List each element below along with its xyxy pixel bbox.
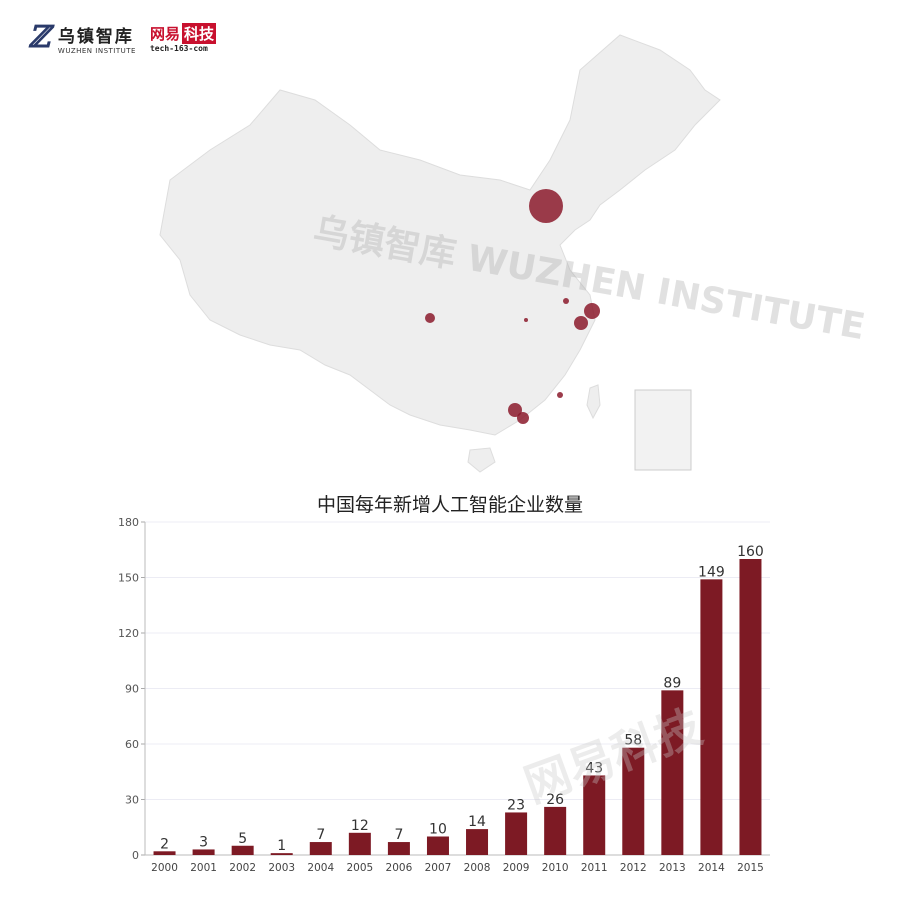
data-label: 10	[429, 822, 447, 838]
city-bubble	[574, 316, 588, 330]
city-bubble	[425, 313, 435, 323]
bar	[270, 853, 293, 855]
bar	[544, 806, 567, 855]
netease-logo-cn: 网易	[149, 25, 180, 43]
city-bubble	[584, 303, 600, 319]
x-tick-label: 2005	[346, 862, 373, 874]
south-china-sea-inset	[634, 389, 692, 471]
logo: ℤ 乌镇智库 WUZHEN INSTITUTE 网易 科技 tech-163-co…	[28, 20, 216, 56]
bar	[153, 851, 176, 855]
data-label: 5	[238, 831, 247, 847]
city-bubble	[563, 298, 569, 304]
city-bubble	[524, 318, 528, 322]
data-label: 23	[507, 797, 525, 813]
x-tick-label: 2014	[698, 862, 725, 874]
data-label: 58	[624, 733, 642, 749]
bar	[387, 842, 410, 855]
china-map	[159, 34, 721, 473]
bar	[739, 559, 762, 855]
bar	[192, 849, 215, 855]
hainan-island	[467, 447, 496, 473]
x-tick-label: 2012	[620, 862, 647, 874]
city-bubble	[529, 189, 563, 223]
data-label: 160	[737, 544, 764, 560]
city-bubble	[557, 392, 563, 398]
bar	[622, 747, 645, 855]
data-label: 2	[160, 836, 169, 852]
netease-logo-tech: 科技	[181, 23, 216, 44]
x-tick-label: 2009	[503, 862, 530, 874]
data-label: 43	[585, 760, 603, 776]
y-tick-label: 180	[118, 516, 139, 529]
x-tick-label: 2006	[386, 862, 413, 874]
x-tick-label: 2000	[151, 862, 178, 874]
data-label: 1	[277, 838, 286, 854]
x-tick-label: 2010	[542, 862, 569, 874]
data-label: 7	[394, 827, 403, 843]
city-bubbles	[425, 189, 600, 424]
city-bubble	[517, 412, 529, 424]
wuzhen-logo-mark: ℤ	[28, 20, 50, 55]
data-label: 14	[468, 814, 486, 830]
y-tick-label: 0	[132, 849, 139, 862]
bar	[505, 812, 528, 855]
data-label: 89	[663, 675, 681, 691]
x-tick-label: 2004	[307, 862, 334, 874]
taiwan-island	[586, 384, 601, 420]
x-tick-label: 2001	[190, 862, 217, 874]
x-tick-label: 2015	[737, 862, 764, 874]
bar	[231, 845, 254, 855]
bar	[661, 690, 684, 855]
bar	[426, 836, 449, 855]
data-label: 3	[199, 834, 208, 850]
x-tick-label: 2011	[581, 862, 608, 874]
bar	[583, 775, 606, 855]
x-tick-label: 2013	[659, 862, 686, 874]
x-tick-label: 2008	[464, 862, 491, 874]
chart-title: 中国每年新增人工智能企业数量	[316, 494, 583, 516]
city-bubble	[508, 403, 522, 417]
wuzhen-logo-en: WUZHEN INSTITUTE	[57, 46, 136, 55]
bar	[466, 829, 489, 855]
y-tick-label: 60	[125, 738, 139, 751]
bar	[348, 832, 371, 855]
data-label: 7	[316, 827, 325, 843]
bar	[700, 579, 723, 855]
wuzhen-logo-cn: 乌镇智库	[57, 26, 134, 47]
y-tick-label: 30	[125, 794, 139, 807]
netease-logo-url: tech-163-com	[149, 44, 208, 53]
x-tick-label: 2003	[268, 862, 295, 874]
data-label: 12	[351, 818, 369, 834]
bar	[309, 842, 332, 855]
data-label: 149	[698, 564, 725, 580]
x-tick-label: 2007	[425, 862, 452, 874]
y-tick-label: 150	[118, 572, 139, 585]
y-tick-label: 90	[125, 683, 139, 696]
china-landmass	[159, 34, 721, 436]
y-tick-label: 120	[118, 627, 139, 640]
data-label: 26	[546, 792, 564, 808]
x-tick-label: 2002	[229, 862, 256, 874]
